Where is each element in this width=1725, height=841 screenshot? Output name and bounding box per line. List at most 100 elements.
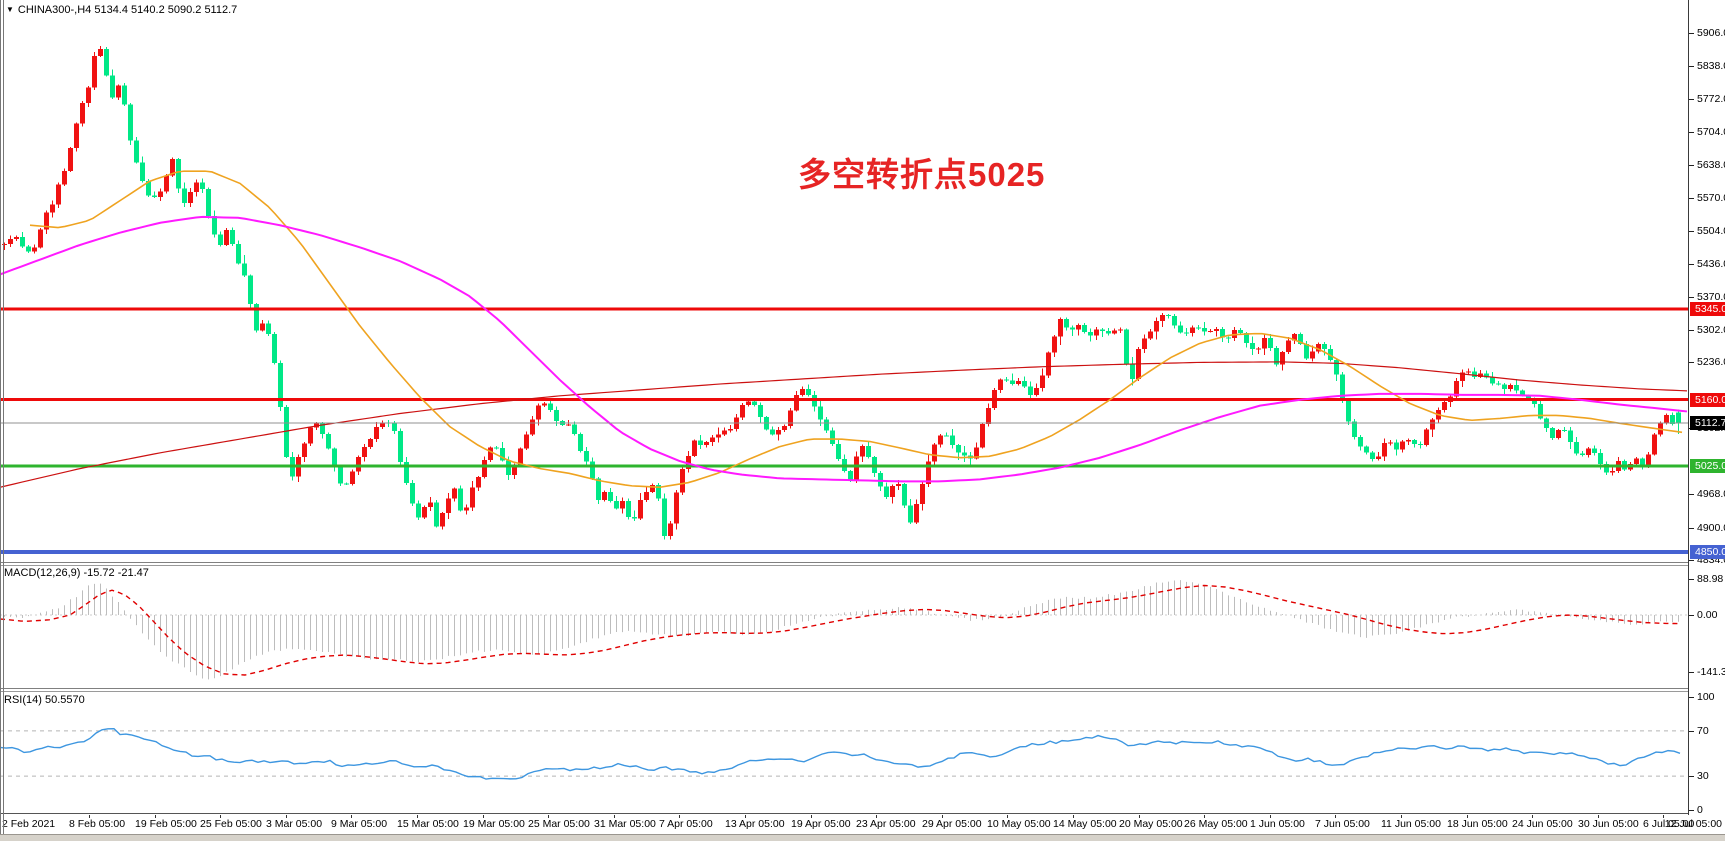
time-tick [1532,815,1533,818]
price-tick-4900.0-label: 4900.0 [1697,522,1725,534]
price-badge-4850.0: 4850.0 [1690,545,1725,559]
time-label-7-Apr-05-00: 7 Apr 05:00 [659,818,713,830]
price-tick-4900.0-tick [1689,528,1694,529]
time-tick [1270,815,1271,818]
rsi-tick-30-tick [1689,776,1694,777]
indicator-panels-layer [0,580,1688,780]
price-tick-4968.0-tick [1689,494,1694,495]
time-tick [1139,815,1140,818]
time-label-31-Mar-05-00: 31 Mar 05:00 [594,818,656,830]
moving-averages-layer [0,170,1688,489]
price-tick-5504.0-label: 5504.0 [1697,225,1725,237]
price-tick-5838.0-tick [1689,66,1694,67]
rsi-tick-30-label: 30 [1697,770,1709,782]
chart-canvas[interactable] [0,0,1688,832]
time-label-15-Mar-05-00: 15 Mar 05:00 [397,818,459,830]
rsi-tick-70-label: 70 [1697,725,1709,737]
time-label-23-Apr-05-00: 23 Apr 05:00 [856,818,916,830]
time-tick [745,815,746,818]
time-tick [548,815,549,818]
price-tick-5370.0-label: 5370.0 [1697,291,1725,303]
price-tick-5302.0-tick [1689,330,1694,331]
time-tick [1335,815,1336,818]
time-tick [1598,815,1599,818]
time-label-11-Jun-05-00: 11 Jun 05:00 [1381,818,1441,830]
macd-tick--141.39-tick [1689,672,1694,673]
time-tick [876,815,877,818]
price-tick-5570.0-label: 5570.0 [1697,192,1725,204]
time-tick [351,815,352,818]
rsi-tick-70-tick [1689,731,1694,732]
time-label-14-May-05-00: 14 May 05:00 [1053,818,1117,830]
time-label-13-Apr-05-00: 13 Apr 05:00 [725,818,785,830]
price-tick-5436.0-tick [1689,264,1694,265]
time-label-19-Apr-05-00: 19 Apr 05:00 [791,818,851,830]
time-label-19-Mar-05-00: 19 Mar 05:00 [463,818,525,830]
time-label-18-Jun-05-00: 18 Jun 05:00 [1447,818,1508,830]
time-label-8-Feb-05-00: 8 Feb 05:00 [69,818,126,830]
time-label-19-Feb-05-00: 19 Feb 05:00 [135,818,197,830]
macd-tick-88.98-tick [1689,579,1694,580]
time-tick [679,815,680,818]
price-tick-5504.0-tick [1689,231,1694,232]
chart-annotation: 多空转折点5025 [798,156,1046,193]
time-tick [1467,815,1468,818]
time-label-7-Jun-05-00: 7 Jun 05:00 [1315,818,1370,830]
price-tick-5704.0-tick [1689,132,1694,133]
price-tick-5370.0-tick [1689,297,1694,298]
separator-main-macd-2 [0,565,1688,566]
time-tick [1663,815,1664,818]
time-tick [155,815,156,818]
price-badge-5345.0: 5345.0 [1690,302,1725,316]
window-left-border [0,0,1,834]
macd-tick-0.00-label: 0.00 [1697,609,1718,621]
window-left-border-inner [3,0,4,834]
time-tick [89,815,90,818]
price-tick-5838.0-label: 5838.0 [1697,60,1725,72]
price-tick-5236.0-label: 5236.0 [1697,356,1725,368]
time-label-29-Apr-05-00: 29 Apr 05:00 [922,818,982,830]
price-tick-5704.0-label: 5704.0 [1697,126,1725,138]
rsi-tick-100-label: 100 [1697,691,1715,703]
rsi-tick-0-label: 0 [1697,804,1703,816]
rsi-tick-0-tick [1689,810,1694,811]
price-badge-5160.0: 5160.0 [1690,393,1725,407]
time-tick [417,815,418,818]
price-axis[interactable]: 5906.0 5838.0 5772.0 5704.0 5638.0 5570.0 5504… [1688,0,1725,832]
macd-tick-0.00-tick [1689,615,1694,616]
price-tick-5302.0-label: 5302.0 [1697,324,1725,336]
price-badge-5112.7: 5112.7 [1690,416,1725,430]
window-bottom-strip [0,834,1725,841]
time-label-25-Feb-05-00: 25 Feb 05:00 [200,818,262,830]
price-tick-5638.0-label: 5638.0 [1697,159,1725,171]
separator-rsi-timeaxis [0,813,1688,814]
time-label-2-Feb-2021: 2 Feb 2021 [2,818,56,830]
time-label-1-Jun-05-00: 1 Jun 05:00 [1250,818,1305,830]
time-tick [286,815,287,818]
time-label-20-May-05-00: 20 May 05:00 [1119,818,1183,830]
time-tick [942,815,943,818]
time-tick [483,815,484,818]
time-label-9-Mar-05-00: 9 Mar 05:00 [331,818,388,830]
symbol-ohlc-label: CHINA300-,H4 5134.4 5140.2 5090.2 5112.7 [17,4,238,16]
rsi-tick-100-tick [1689,697,1694,698]
time-axis[interactable]: 2 Feb 2021 8 Feb 05:00 19 Feb 05:00 25 Feb … [0,815,1725,834]
time-tick [1204,815,1205,818]
separator-main-macd[interactable] [0,562,1688,563]
price-badge-5025.0: 5025.0 [1690,459,1725,473]
dropdown-arrow-icon[interactable]: ▼ [6,5,14,14]
price-tick-4968.0-label: 4968.0 [1697,488,1725,500]
time-tick [1073,815,1074,818]
time-tick [220,815,221,818]
price-tick-5570.0-tick [1689,198,1694,199]
time-tick [1007,815,1008,818]
time-label-26-May-05-00: 26 May 05:00 [1184,818,1248,830]
time-tick [811,815,812,818]
macd-label: MACD(12,26,9) -15.72 -21.47 [4,567,149,579]
time-tick [614,815,615,818]
separator-macd-rsi-2 [0,691,1688,692]
separator-macd-rsi[interactable] [0,688,1688,689]
price-tick-4834.0-tick [1689,560,1694,561]
time-label-10-May-05-00: 10 May 05:00 [987,818,1051,830]
